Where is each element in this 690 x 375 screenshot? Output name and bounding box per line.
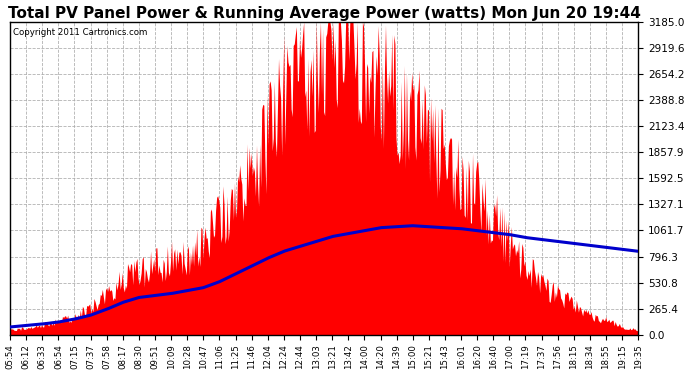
Title: Total PV Panel Power & Running Average Power (watts) Mon Jun 20 19:44: Total PV Panel Power & Running Average P… [8, 6, 640, 21]
Text: Copyright 2011 Cartronics.com: Copyright 2011 Cartronics.com [13, 28, 148, 37]
